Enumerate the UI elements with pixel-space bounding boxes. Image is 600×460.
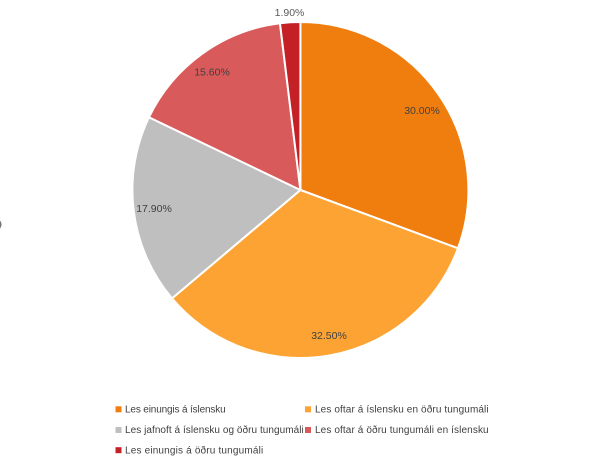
svg-text:Les oftar á öðru tungumáli en: Les oftar á öðru tungumáli en íslensku <box>315 424 489 436</box>
svg-text:15.60%: 15.60% <box>194 67 230 79</box>
svg-text:17.90%: 17.90% <box>136 203 172 215</box>
svg-text:Les einungis á íslensku: Les einungis á íslensku <box>125 405 226 416</box>
svg-text:32.50%: 32.50% <box>311 330 347 342</box>
svg-text:Les einungis á öðru tungumáli: Les einungis á öðru tungumáli <box>125 445 263 457</box>
svg-text:1.90%: 1.90% <box>275 7 305 19</box>
svg-text:30.00%: 30.00% <box>404 105 440 117</box>
svg-text:Les oftar á íslensku en öðru t: Les oftar á íslensku en öðru tungumáli <box>315 404 489 416</box>
svg-text:Les jafnoft á íslensku og öðru: Les jafnoft á íslensku og öðru tungumáli <box>125 424 304 436</box>
